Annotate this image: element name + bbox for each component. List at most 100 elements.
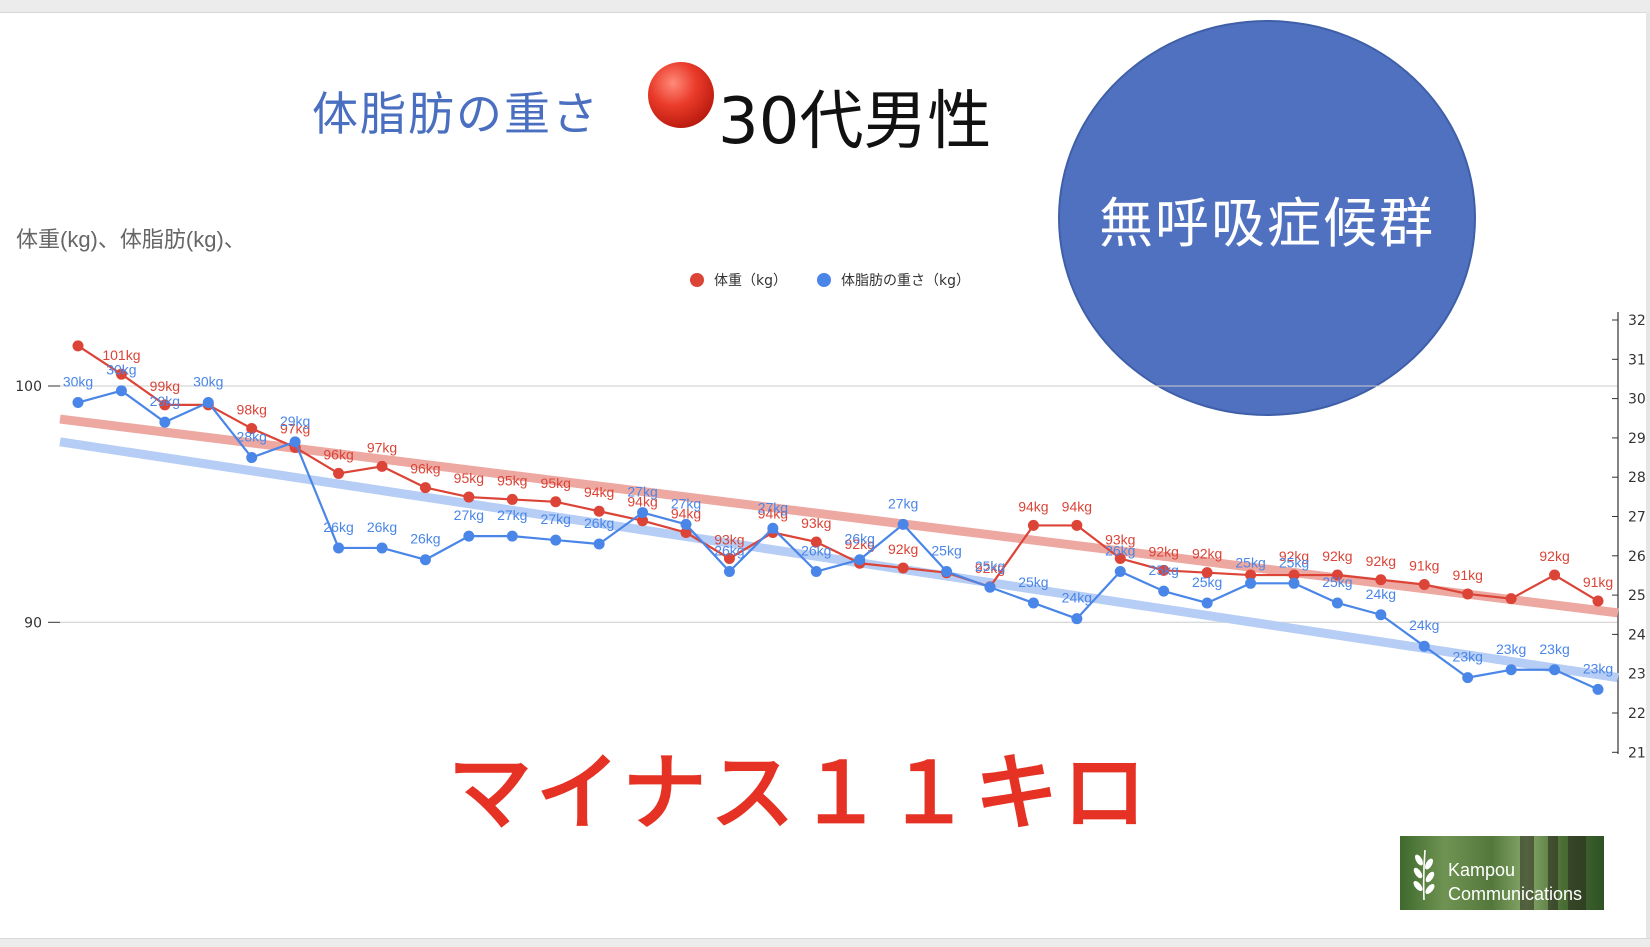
condition-badge: 無呼吸症候群 (1058, 20, 1476, 416)
data-label-fat: 27kg (454, 507, 484, 523)
trendline-fat (59, 437, 1619, 683)
data-point-weight (246, 423, 258, 435)
data-label-fat: 26kg (323, 519, 353, 535)
data-point-weight (637, 515, 649, 527)
data-point-weight (419, 482, 431, 494)
left-axis-tick-label: 90 (24, 615, 42, 631)
data-label-weight: 92kg (845, 536, 875, 552)
logo-trunk (1568, 836, 1586, 910)
data-label-fat: 26kg (367, 519, 397, 535)
data-label-weight: 96kg (323, 446, 353, 462)
data-label-weight: 95kg (454, 470, 484, 486)
data-label-weight: 99kg (150, 378, 180, 394)
data-label-weight: 92kg (1192, 546, 1222, 562)
data-point-weight (115, 368, 127, 380)
data-point-fat (1592, 683, 1604, 695)
data-label-weight: 94kg (1062, 498, 1092, 514)
data-point-fat (159, 416, 171, 428)
data-point-fat (1505, 664, 1517, 676)
trendline-weight (59, 414, 1619, 618)
window-bottom-bar (0, 938, 1650, 947)
data-label-weight: 91kg (1583, 574, 1613, 590)
data-point-fat (550, 534, 562, 546)
logo-text: Kampou Communications (1448, 858, 1582, 906)
data-label-fat: 25kg (1322, 574, 1352, 590)
right-axis-tick-label: 26 (1628, 549, 1646, 565)
data-point-fat (1201, 597, 1213, 609)
data-point-fat (854, 554, 866, 566)
data-label-fat: 26kg (584, 515, 614, 531)
data-label-weight: 94kg (1018, 498, 1048, 514)
logo-text-line1: Kampou (1448, 860, 1516, 880)
series-line-weight (77, 344, 1599, 602)
data-label-fat: 29kg (150, 393, 180, 409)
data-label-fat: 25kg (1279, 554, 1309, 570)
right-axis-tick-label: 29 (1628, 431, 1646, 447)
data-point-fat (376, 542, 388, 554)
data-point-fat (593, 538, 605, 550)
data-point-fat (1158, 585, 1170, 597)
data-point-fat (1331, 597, 1343, 609)
data-label-fat: 30kg (63, 374, 93, 390)
legend-swatch-weight (690, 273, 704, 287)
data-point-weight (897, 562, 909, 574)
data-label-fat: 26kg (1105, 543, 1135, 559)
data-point-fat (1462, 672, 1474, 684)
data-point-weight (1331, 569, 1343, 581)
data-point-fat (202, 397, 214, 409)
data-point-weight (1158, 564, 1170, 576)
data-point-fat (897, 518, 909, 530)
data-label-weight: 92kg (975, 560, 1005, 576)
data-label-weight: 94kg (671, 506, 701, 522)
data-label-fat: 27kg (497, 507, 527, 523)
logo-trunk (1520, 836, 1534, 910)
chart-legend: 体重（kg） 体脂肪の重さ（kg） (690, 270, 970, 290)
data-point-fat (810, 566, 822, 578)
data-label-weight: 93kg (801, 515, 831, 531)
data-label-fat: 25kg (1149, 562, 1179, 578)
data-point-fat (1418, 640, 1430, 652)
data-label-weight: 92kg (1322, 548, 1352, 564)
data-point-weight (1027, 519, 1039, 531)
data-label-weight: 94kg (627, 494, 657, 510)
data-point-fat (289, 436, 301, 448)
logo-text-line2: Communications (1448, 884, 1583, 904)
data-label-weight: 96kg (410, 461, 440, 477)
data-point-weight (1549, 569, 1561, 581)
data-point-weight (1245, 569, 1257, 581)
data-label-fat: 27kg (541, 511, 571, 527)
data-point-weight (1375, 574, 1387, 586)
window-right-edge (1646, 12, 1650, 938)
data-point-fat (419, 554, 431, 566)
data-label-weight: 91kg (1453, 567, 1483, 583)
data-label-fat: 27kg (758, 499, 788, 515)
data-point-weight (1288, 569, 1300, 581)
window-top-bar (0, 0, 1650, 13)
right-axis-tick-label: 22 (1628, 706, 1646, 722)
right-axis-tick-label: 31 (1628, 352, 1646, 368)
data-label-weight: 94kg (758, 506, 788, 522)
logo-trunk (1548, 836, 1558, 910)
data-point-fat (72, 397, 84, 409)
data-point-weight (1418, 578, 1430, 590)
data-point-weight (1592, 595, 1604, 607)
data-point-weight (1462, 588, 1474, 600)
right-axis-tick-label: 23 (1628, 667, 1646, 683)
data-label-weight: 92kg (1539, 548, 1569, 564)
data-point-fat (1288, 577, 1300, 589)
right-axis-tick-label: 27 (1628, 510, 1646, 526)
data-point-fat (463, 530, 475, 542)
data-label-fat: 23kg (1583, 660, 1613, 676)
data-label-fat: 24kg (1366, 586, 1396, 602)
legend-item-fat: 体脂肪の重さ（kg） (817, 270, 970, 290)
data-point-fat (1071, 613, 1083, 625)
data-label-fat: 25kg (931, 543, 961, 559)
data-point-weight (72, 340, 84, 352)
data-point-weight (593, 505, 605, 517)
company-logo: Kampou Communications (1400, 836, 1604, 910)
data-point-weight (680, 527, 692, 539)
legend-label-fat: 体脂肪の重さ（kg） (841, 273, 970, 289)
data-label-weight: 92kg (1279, 548, 1309, 564)
leaf-icon (1413, 849, 1435, 901)
condition-badge-label: 無呼吸症候群 (1099, 191, 1435, 255)
